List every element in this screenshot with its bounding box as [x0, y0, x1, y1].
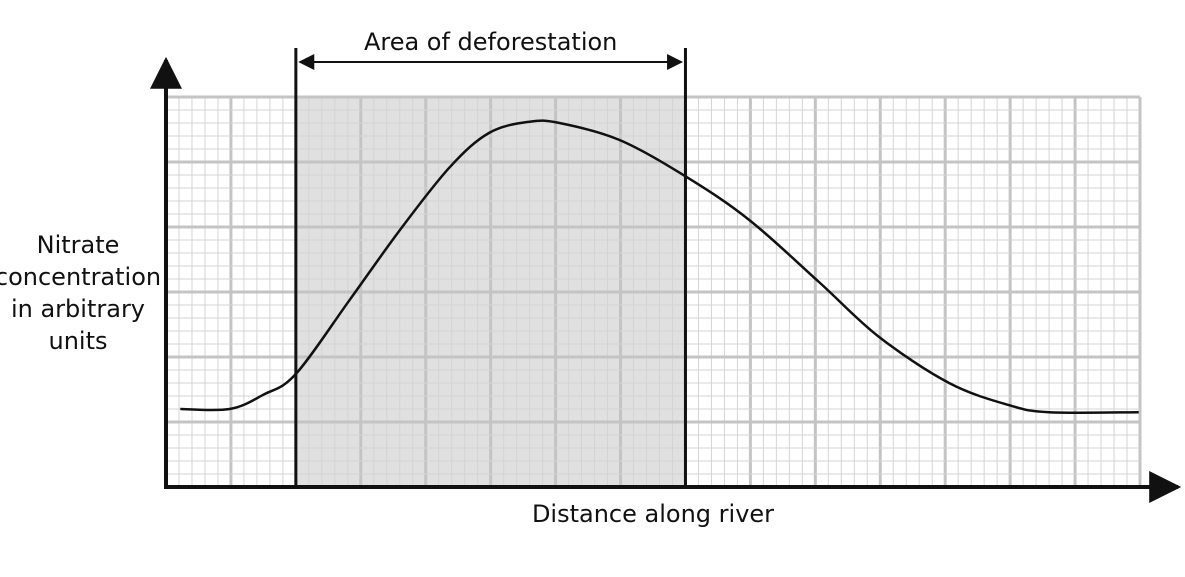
y-axis-label: in arbitrary [11, 295, 145, 323]
region-label: Area of deforestation [364, 28, 617, 56]
y-axis-label: Nitrate [37, 231, 120, 259]
x-axis-label: Distance along river [532, 500, 774, 528]
y-axis-label: concentration [0, 263, 161, 291]
curve [180, 119, 1139, 415]
y-axis-label: units [48, 327, 107, 355]
